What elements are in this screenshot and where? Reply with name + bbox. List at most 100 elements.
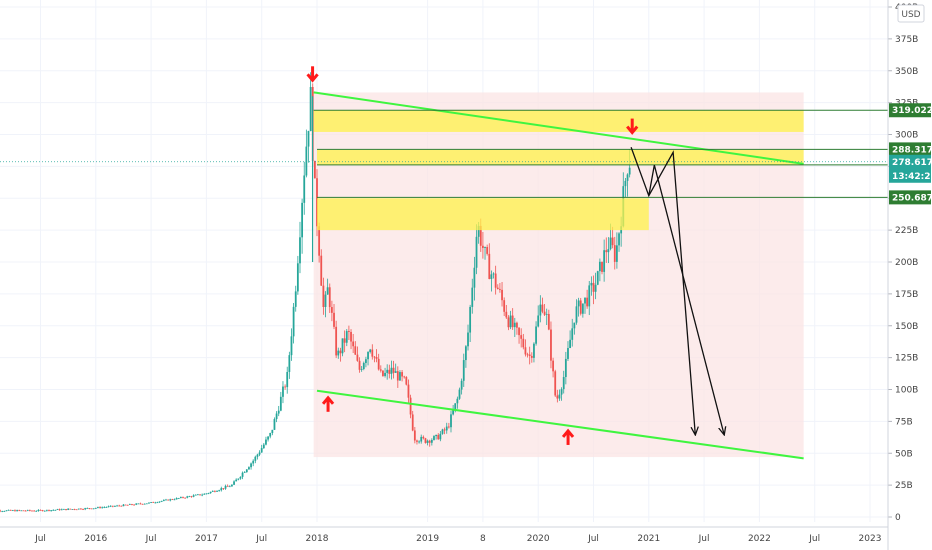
candle-down (382, 370, 384, 377)
candle-up (235, 478, 238, 482)
candle-body (554, 371, 557, 396)
candle-body (20, 510, 23, 512)
candle-up (433, 435, 435, 441)
candle-up (571, 318, 574, 347)
candle-down (377, 353, 380, 371)
resistance-trendline[interactable] (313, 91, 804, 165)
x-tick-label: 2022 (748, 534, 771, 544)
candle-body (318, 226, 321, 256)
candle-down (550, 321, 552, 369)
candle-up (188, 495, 191, 498)
currency-button[interactable]: USD (897, 4, 925, 23)
candle-body (333, 312, 335, 327)
candle-down (411, 410, 414, 432)
candle-up (365, 356, 367, 368)
candle-body (354, 346, 357, 355)
candle-up (237, 478, 240, 481)
y-tick-label: 150B (895, 322, 918, 332)
candle-down (409, 394, 412, 419)
candle-body (556, 395, 559, 399)
candle-up (577, 297, 580, 317)
projection-path[interactable] (648, 164, 724, 434)
projection-path[interactable] (630, 147, 695, 434)
candle-body (305, 146, 308, 176)
candle-body (396, 371, 399, 381)
candle-body (173, 499, 176, 501)
candle-body (492, 273, 495, 275)
candle-up (439, 431, 442, 442)
y-tick-label: 0 (895, 513, 901, 523)
candle-body (243, 472, 246, 473)
candle-body (564, 358, 567, 378)
candle-body (301, 202, 304, 238)
candle-up (307, 130, 310, 163)
candle-body (235, 479, 238, 482)
candle-up (56, 508, 59, 510)
candle-down (118, 504, 121, 507)
candle-body (148, 502, 150, 504)
level-tag: 288.317B (889, 142, 932, 157)
candle-down (222, 488, 225, 491)
candle-up (169, 498, 172, 502)
candle-body (309, 87, 312, 132)
candle-body (490, 274, 493, 279)
candle-body (262, 444, 265, 449)
candle-body (462, 360, 465, 381)
candle-down (352, 333, 355, 354)
candle-body (162, 500, 165, 501)
candle-body (562, 377, 565, 390)
candle-body (435, 434, 438, 437)
candle-down (428, 439, 431, 447)
candle-up (394, 363, 397, 373)
candle-down (530, 352, 533, 363)
candle-up (107, 505, 110, 508)
candle-up (262, 442, 265, 449)
candle-up (160, 500, 163, 503)
candle-up (192, 494, 195, 498)
candle-up (271, 429, 274, 436)
candle-body (345, 331, 348, 343)
candle-down (541, 297, 544, 314)
candle-down (0, 509, 1, 513)
candle-body (503, 300, 506, 312)
support-trendline[interactable] (316, 389, 804, 460)
candle-body (135, 503, 138, 505)
candle-up (369, 348, 372, 354)
candle-up (545, 308, 548, 325)
y-tick-label: 25B (895, 481, 913, 491)
candle-body (205, 493, 208, 495)
candle-up (390, 360, 393, 380)
candle-up (154, 501, 157, 504)
candle-body (97, 507, 99, 508)
candle-up (509, 310, 512, 330)
candle-down (422, 435, 425, 440)
candle-body (547, 313, 550, 330)
candle-body (543, 311, 546, 315)
candle-body (447, 426, 450, 428)
candle-up (462, 353, 465, 387)
candle-up (399, 370, 401, 381)
candle-body (358, 360, 361, 370)
candle-up (326, 278, 329, 295)
candle-up (603, 239, 606, 282)
candle-body (137, 503, 140, 505)
candle-up (535, 321, 537, 346)
candle-up (220, 486, 223, 492)
candle-up (294, 285, 297, 312)
candle-up (128, 503, 131, 505)
y-tick-label: 100B (895, 386, 918, 396)
candle-up (5, 510, 8, 512)
candle-down (82, 508, 84, 511)
candle-body (394, 371, 397, 373)
candle-body (477, 225, 480, 237)
candle-up (430, 438, 433, 446)
candle-body (450, 414, 452, 428)
candle-body (271, 429, 274, 434)
candle-up (145, 503, 148, 505)
arrow-head (626, 125, 639, 135)
x-tick-label: Jul (145, 534, 157, 544)
candle-up (537, 305, 540, 328)
candle-body (292, 306, 295, 337)
candle-up (175, 497, 178, 500)
